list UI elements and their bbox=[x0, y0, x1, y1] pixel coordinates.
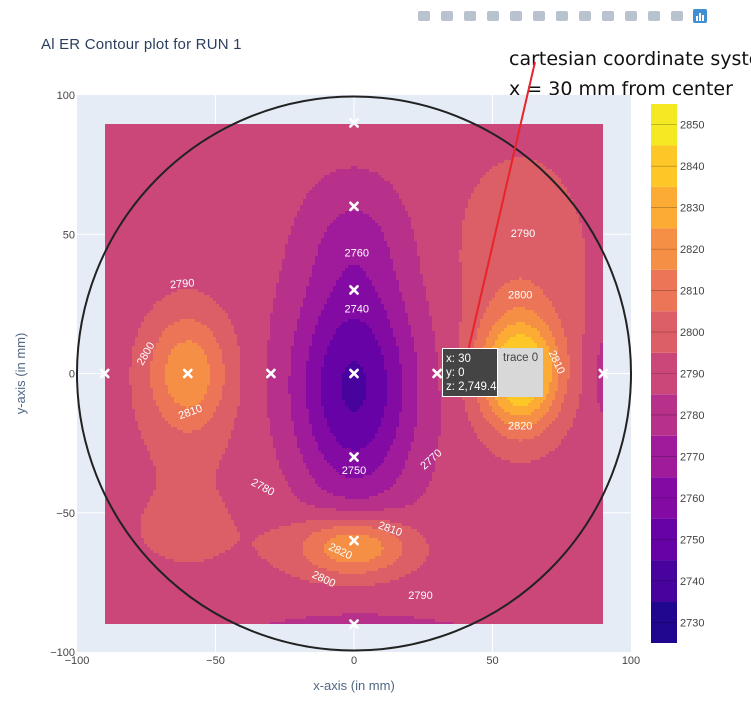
measurement-markers[interactable] bbox=[99, 117, 609, 630]
colorbar-band bbox=[651, 601, 677, 643]
contour-label: 2820 bbox=[508, 420, 532, 432]
colorbar-tick-label: 2850 bbox=[680, 120, 704, 132]
colorbar-tick-label: 2780 bbox=[680, 410, 704, 422]
zoom-in-icon[interactable] bbox=[529, 5, 548, 27]
colorbar-tick-label: 2760 bbox=[680, 493, 704, 505]
colorbar-tick-label: 2810 bbox=[680, 286, 704, 298]
colorbar-band bbox=[651, 104, 677, 146]
reset-axes-icon[interactable] bbox=[598, 5, 617, 27]
y-tick-label: 100 bbox=[57, 90, 75, 102]
measurement-point[interactable] bbox=[99, 368, 110, 379]
hover-compare-icon[interactable] bbox=[667, 5, 686, 27]
contour-label: 2760 bbox=[345, 248, 369, 260]
chart-title: Al ER Contour plot for RUN 1 bbox=[41, 36, 242, 53]
x-tick-label: 0 bbox=[351, 655, 357, 667]
measurement-point[interactable] bbox=[349, 452, 359, 462]
contour-label: 2790 bbox=[511, 228, 535, 240]
colorbar-tick-label: 2820 bbox=[680, 244, 704, 256]
colorbar-tick-label: 2830 bbox=[680, 203, 704, 215]
x-tick-label: 50 bbox=[486, 655, 498, 667]
x-tick-label: −100 bbox=[65, 655, 90, 667]
measurement-point[interactable] bbox=[349, 619, 359, 630]
colorbar-band bbox=[651, 394, 677, 436]
annotation-arrow bbox=[465, 61, 536, 361]
contour-label: 2740 bbox=[345, 303, 369, 315]
colorbar-band bbox=[651, 477, 677, 519]
colorbar: 2730 2740 2750 2760 2770 2780 2790 2800 2810 2820… bbox=[651, 104, 704, 643]
measurement-point[interactable] bbox=[182, 368, 193, 379]
colorbar-band bbox=[651, 435, 677, 478]
y-tick-label: 0 bbox=[69, 369, 75, 381]
colorbar-band bbox=[651, 186, 677, 229]
measurement-point[interactable] bbox=[349, 535, 359, 546]
annotation-line-2: x = 30 mm from center bbox=[509, 74, 751, 104]
colorbar-band bbox=[651, 311, 677, 353]
annotation-line-1: cartesian coordinate system bbox=[509, 44, 751, 74]
x-tick-label: 100 bbox=[622, 655, 640, 667]
x-axis-label: x-axis (in mm) bbox=[313, 678, 395, 693]
plotly-logo-icon[interactable] bbox=[690, 5, 709, 27]
axes: −100 −50 0 50 100 100 50 0 −50 −100 x-axis (in mm)… bbox=[13, 90, 640, 693]
y-tick-label: −50 bbox=[56, 508, 75, 520]
contour-label: 2750 bbox=[342, 465, 366, 477]
colorbar-band bbox=[651, 352, 677, 395]
colorbar-band bbox=[651, 145, 677, 187]
zoom-icon[interactable] bbox=[437, 5, 456, 27]
x-tick-label: −50 bbox=[206, 655, 225, 667]
colorbar-tick-label: 2730 bbox=[680, 617, 704, 629]
colorbar-tick-label: 2770 bbox=[680, 451, 704, 463]
pan-icon[interactable] bbox=[460, 5, 479, 27]
measurement-point[interactable] bbox=[349, 285, 359, 295]
measurement-point[interactable] bbox=[598, 368, 609, 379]
autoscale-icon[interactable] bbox=[575, 5, 594, 27]
colorbar-tick-label: 2800 bbox=[680, 327, 704, 339]
colorbar-band bbox=[651, 228, 677, 270]
modebar bbox=[414, 4, 709, 28]
colorbar-band bbox=[651, 560, 677, 602]
colorbar-tick-label: 2790 bbox=[680, 369, 704, 381]
box-select-icon[interactable] bbox=[483, 5, 502, 27]
annotation-text: cartesian coordinate system x = 30 mm fr… bbox=[509, 44, 751, 104]
measurement-point[interactable] bbox=[349, 368, 359, 379]
wafer-outline-circle bbox=[76, 95, 632, 652]
colorbar-band bbox=[651, 518, 677, 561]
colorbar-tick-label: 2750 bbox=[680, 534, 704, 546]
lasso-select-icon[interactable] bbox=[506, 5, 525, 27]
y-tick-label: 50 bbox=[63, 229, 75, 241]
zoom-out-icon[interactable] bbox=[552, 5, 571, 27]
spike-lines-icon[interactable] bbox=[621, 5, 640, 27]
measurement-point[interactable] bbox=[349, 201, 359, 212]
y-axis-label: y-axis (in mm) bbox=[13, 333, 28, 415]
colorbar-band bbox=[651, 269, 677, 312]
measurement-point[interactable] bbox=[265, 368, 276, 379]
contour-label: 2790 bbox=[170, 277, 195, 291]
camera-icon[interactable] bbox=[414, 5, 433, 27]
contour-label: 2800 bbox=[508, 289, 532, 301]
hover-closest-icon[interactable] bbox=[644, 5, 663, 27]
measurement-point[interactable] bbox=[349, 117, 359, 128]
colorbar-tick-label: 2740 bbox=[680, 576, 704, 588]
measurement-point[interactable] bbox=[432, 368, 443, 379]
contour-label: 2790 bbox=[408, 590, 432, 602]
colorbar-tick-label: 2840 bbox=[680, 161, 704, 173]
y-tick-label: −100 bbox=[50, 647, 75, 659]
contour-fill[interactable] bbox=[105, 124, 603, 625]
